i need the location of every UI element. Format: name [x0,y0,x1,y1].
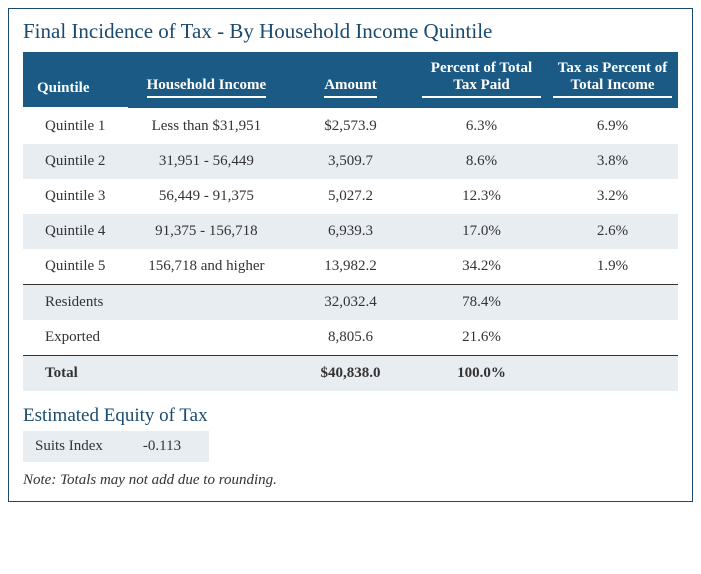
cell-pct-income [547,285,678,321]
footnote: Note: Totals may not add due to rounding… [23,472,678,489]
col-amount: Amount [285,52,416,108]
cell-amount: $2,573.9 [285,108,416,144]
cell-quintile: Quintile 5 [23,249,128,285]
table-header-row: Quintile Household Income Amount Percent… [23,52,678,108]
cell-label: Residents [23,285,128,321]
cell-amount: 13,982.2 [285,249,416,285]
cell-pct-tax: 78.4% [416,285,547,321]
cell-pct-income: 6.9% [547,108,678,144]
cell-label: Exported [23,320,128,356]
cell-pct-income [547,320,678,356]
cell-income [128,356,285,392]
incidence-table: Quintile Household Income Amount Percent… [23,52,678,391]
cell-amount: 3,509.7 [285,144,416,179]
col-quintile: Quintile [23,52,128,108]
equity-subtitle: Estimated Equity of Tax [23,405,678,427]
table-row: Quintile 4 91,375 - 156,718 6,939.3 17.0… [23,214,678,249]
cell-quintile: Quintile 4 [23,214,128,249]
cell-pct-tax: 21.6% [416,320,547,356]
cell-income [128,320,285,356]
cell-pct-tax: 6.3% [416,108,547,144]
cell-income [128,285,285,321]
table-row: Quintile 5 156,718 and higher 13,982.2 3… [23,249,678,285]
cell-quintile: Quintile 3 [23,179,128,214]
table-row-exported: Exported 8,805.6 21.6% [23,320,678,356]
cell-amount: 32,032.4 [285,285,416,321]
cell-pct-income [547,356,678,392]
table-row: Quintile 1 Less than $31,951 $2,573.9 6.… [23,108,678,144]
cell-income: 31,951 - 56,449 [128,144,285,179]
cell-total-label: Total [23,356,128,392]
cell-pct-tax: 34.2% [416,249,547,285]
cell-pct-income: 1.9% [547,249,678,285]
cell-amount: 5,027.2 [285,179,416,214]
col-tax-percent-income: Tax as Percent of Total Income [547,52,678,108]
cell-pct-tax: 17.0% [416,214,547,249]
cell-pct-income: 2.6% [547,214,678,249]
panel-title: Final Incidence of Tax - By Household In… [23,19,678,44]
cell-amount: 6,939.3 [285,214,416,249]
cell-amount: 8,805.6 [285,320,416,356]
col-percent-total-tax: Percent of Total Tax Paid [416,52,547,108]
cell-quintile: Quintile 2 [23,144,128,179]
equity-row: Suits Index -0.113 [23,431,209,462]
table-row: Quintile 3 56,449 - 91,375 5,027.2 12.3%… [23,179,678,214]
cell-income: 156,718 and higher [128,249,285,285]
cell-income: 56,449 - 91,375 [128,179,285,214]
equity-value: -0.113 [131,431,209,462]
table-row: Quintile 2 31,951 - 56,449 3,509.7 8.6% … [23,144,678,179]
equity-table: Suits Index -0.113 [23,431,209,462]
table-row-total: Total $40,838.0 100.0% [23,356,678,392]
cell-pct-tax: 12.3% [416,179,547,214]
cell-pct-tax: 8.6% [416,144,547,179]
cell-pct-income: 3.2% [547,179,678,214]
tax-incidence-panel: Final Incidence of Tax - By Household In… [8,8,693,502]
equity-label: Suits Index [23,431,131,462]
cell-quintile: Quintile 1 [23,108,128,144]
col-household-income: Household Income [128,52,285,108]
cell-pct-income: 3.8% [547,144,678,179]
cell-income: Less than $31,951 [128,108,285,144]
cell-pct-tax: 100.0% [416,356,547,392]
cell-income: 91,375 - 156,718 [128,214,285,249]
cell-amount: $40,838.0 [285,356,416,392]
table-row-residents: Residents 32,032.4 78.4% [23,285,678,321]
